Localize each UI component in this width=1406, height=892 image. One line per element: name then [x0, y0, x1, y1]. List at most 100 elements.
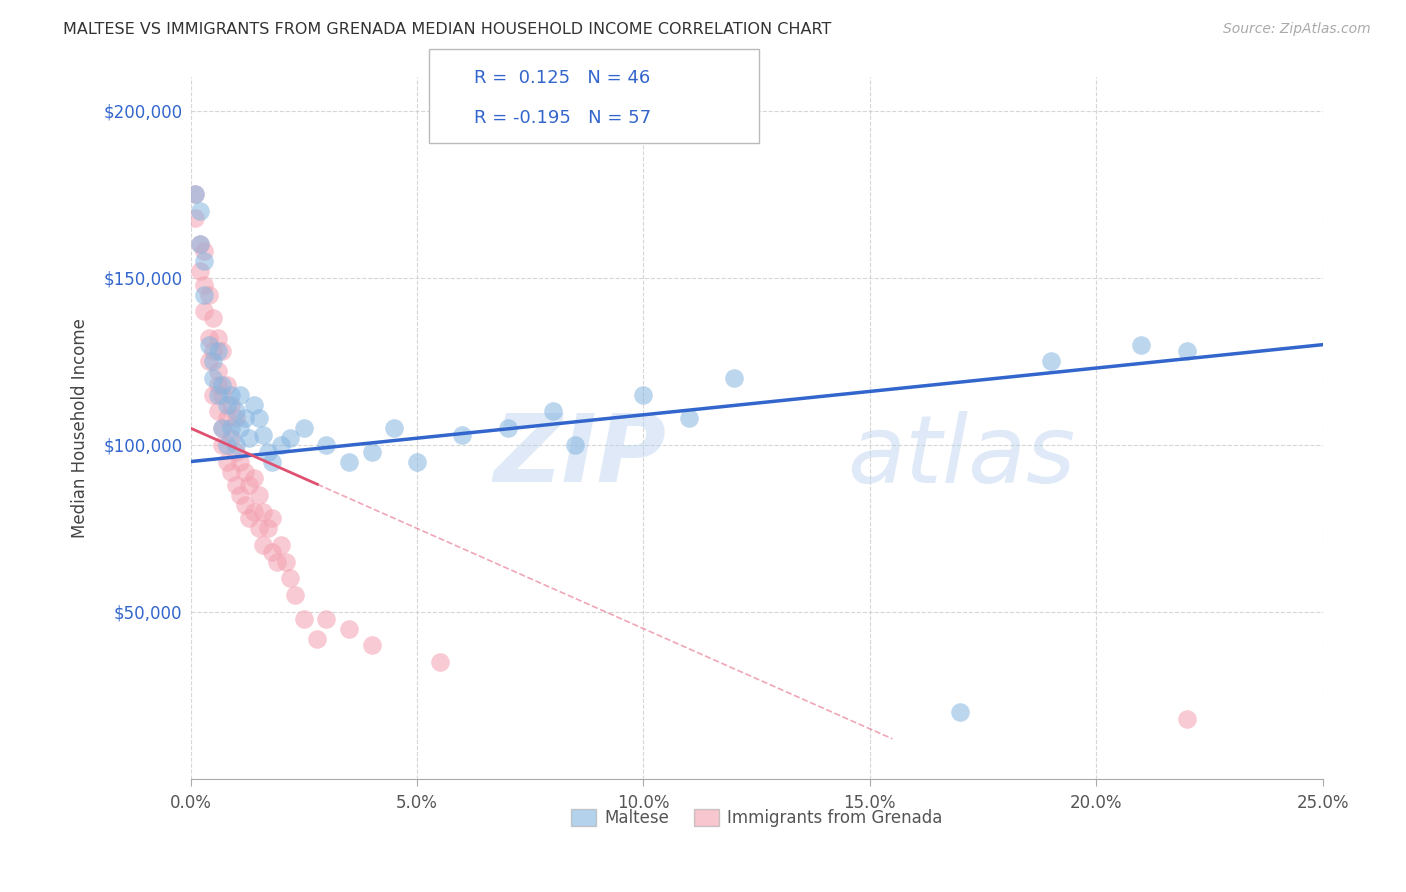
Point: [225, 411, 247, 425]
Point: [723, 371, 745, 385]
Point: [337, 454, 360, 468]
Point: [243, 505, 266, 519]
Text: R =  0.125   N = 46: R = 0.125 N = 46: [474, 70, 650, 87]
Point: [221, 388, 243, 402]
Point: [949, 705, 972, 719]
Point: [274, 555, 297, 569]
Point: [207, 331, 229, 345]
Point: [221, 431, 243, 445]
Point: [197, 287, 219, 301]
Point: [211, 344, 233, 359]
Point: [215, 438, 238, 452]
Point: [225, 478, 247, 492]
Point: [256, 444, 278, 458]
Point: [207, 364, 229, 378]
Point: [278, 572, 301, 586]
Point: [247, 488, 270, 502]
Point: [193, 244, 215, 259]
Point: [1130, 337, 1153, 351]
Text: atlas: atlas: [848, 410, 1076, 501]
Point: [360, 444, 382, 458]
Point: [193, 277, 215, 292]
Point: [211, 421, 233, 435]
Point: [564, 438, 586, 452]
Point: [252, 505, 274, 519]
Point: [315, 438, 337, 452]
Point: [211, 377, 233, 392]
Point: [262, 511, 284, 525]
Point: [229, 488, 252, 502]
Text: R = -0.195   N = 57: R = -0.195 N = 57: [474, 109, 651, 127]
Point: [225, 438, 247, 452]
Point: [215, 454, 238, 468]
Point: [211, 388, 233, 402]
Point: [207, 404, 229, 418]
Point: [238, 478, 260, 492]
Point: [1175, 344, 1198, 359]
Point: [284, 588, 307, 602]
Point: [188, 264, 211, 278]
Point: [307, 632, 329, 646]
Point: [278, 431, 301, 445]
Point: [188, 237, 211, 252]
Point: [678, 411, 700, 425]
Point: [184, 187, 207, 202]
Point: [247, 411, 270, 425]
Point: [193, 254, 215, 268]
Point: [207, 344, 229, 359]
Text: MALTESE VS IMMIGRANTS FROM GRENADA MEDIAN HOUSEHOLD INCOME CORRELATION CHART: MALTESE VS IMMIGRANTS FROM GRENADA MEDIA…: [63, 22, 831, 37]
Point: [360, 638, 382, 652]
Point: [252, 538, 274, 552]
Point: [1175, 712, 1198, 726]
Point: [233, 465, 256, 479]
Point: [207, 377, 229, 392]
Point: [541, 404, 564, 418]
Point: [262, 454, 284, 468]
Point: [429, 655, 451, 669]
Point: [292, 611, 315, 625]
Point: [207, 388, 229, 402]
Point: [197, 331, 219, 345]
Point: [193, 287, 215, 301]
Point: [202, 371, 225, 385]
Point: [233, 411, 256, 425]
Y-axis label: Median Household Income: Median Household Income: [72, 318, 89, 538]
Point: [184, 187, 207, 202]
Point: [197, 337, 219, 351]
Point: [252, 428, 274, 442]
Point: [229, 454, 252, 468]
Point: [221, 398, 243, 412]
Text: Source: ZipAtlas.com: Source: ZipAtlas.com: [1223, 22, 1371, 37]
Point: [633, 388, 655, 402]
Point: [225, 444, 247, 458]
Point: [225, 404, 247, 418]
Point: [243, 471, 266, 485]
Point: [270, 538, 292, 552]
Point: [211, 438, 233, 452]
Point: [292, 421, 315, 435]
Point: [188, 204, 211, 219]
Point: [243, 398, 266, 412]
Point: [221, 465, 243, 479]
Point: [229, 388, 252, 402]
Legend: Maltese, Immigrants from Grenada: Maltese, Immigrants from Grenada: [564, 802, 949, 834]
Point: [270, 438, 292, 452]
Point: [229, 421, 252, 435]
Point: [382, 421, 405, 435]
Point: [202, 388, 225, 402]
Point: [197, 354, 219, 368]
Point: [315, 611, 337, 625]
Point: [266, 555, 288, 569]
Point: [247, 521, 270, 535]
Point: [188, 237, 211, 252]
Point: [496, 421, 519, 435]
Point: [406, 454, 429, 468]
Point: [256, 521, 278, 535]
Point: [262, 545, 284, 559]
Point: [215, 377, 238, 392]
Point: [221, 421, 243, 435]
Point: [451, 428, 474, 442]
Point: [233, 498, 256, 512]
Point: [184, 211, 207, 225]
Text: ZIP: ZIP: [494, 410, 666, 502]
